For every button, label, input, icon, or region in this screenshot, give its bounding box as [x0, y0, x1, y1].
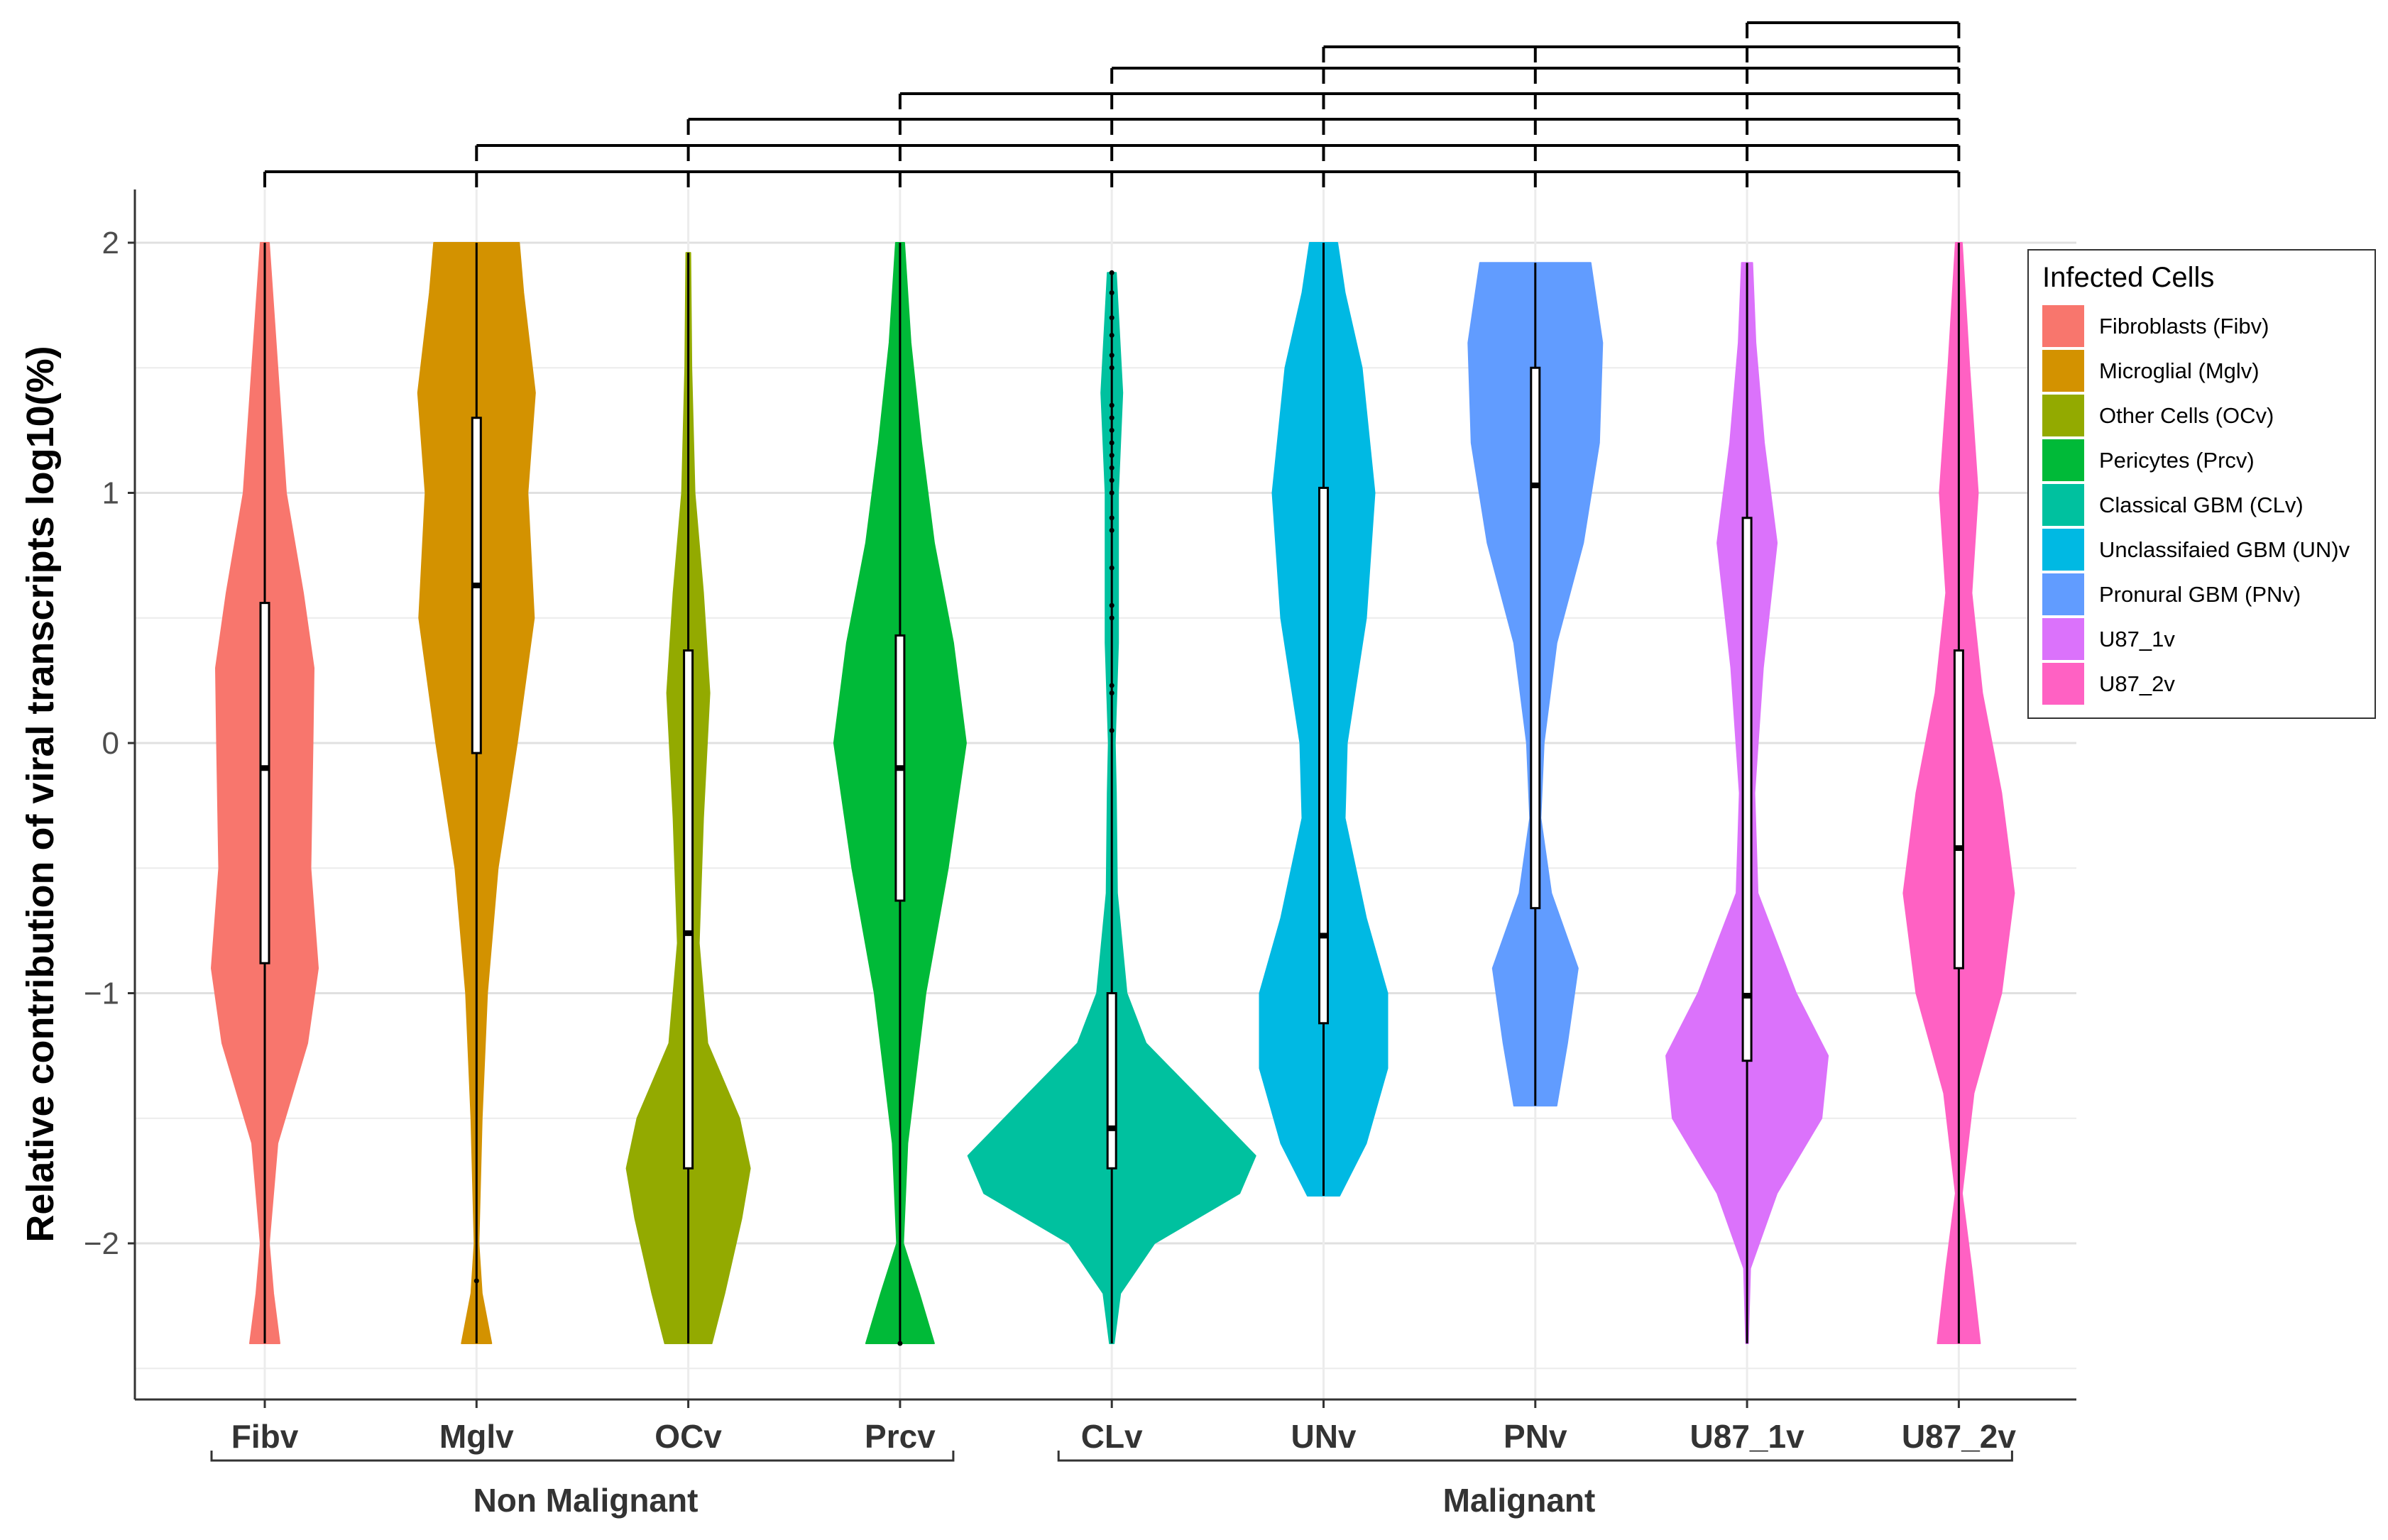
box-u87_2v — [1953, 649, 1964, 969]
outlier-clv-6 — [1109, 527, 1114, 533]
outlier-clv-0 — [1109, 727, 1114, 733]
legend-swatch-pnv — [2042, 573, 2084, 615]
outlier-clv-13 — [1109, 427, 1114, 433]
comparison-bracket-2 — [686, 118, 1961, 135]
outlier-clv-3 — [1109, 615, 1114, 621]
x-tick-label-ocv: OCv — [654, 1418, 722, 1455]
x-tick-label-u87_2v: U87_2v — [1902, 1418, 2017, 1455]
x-tick-label-prcv: Prcv — [865, 1418, 936, 1455]
comparison-bracket-1 — [475, 144, 1961, 161]
outlier-clv-17 — [1109, 353, 1114, 358]
box-unv — [1318, 486, 1329, 1025]
outlier-clv-12 — [1109, 440, 1114, 446]
legend-swatch-fibv — [2042, 305, 2084, 347]
outlier-clv-1 — [1109, 691, 1114, 695]
outlier-prcv-0 — [897, 1341, 903, 1346]
x-ticks: Fibv Mglv OCv Prcv CLv UNv PNv U87_1v U87_2v — [231, 1399, 2017, 1455]
outlier-clv-8 — [1109, 490, 1114, 495]
group-bracket-0 — [210, 1451, 955, 1462]
y-tick-label-4: 2 — [102, 226, 119, 260]
box-fibv — [259, 602, 270, 964]
violin-mglv — [417, 242, 536, 1344]
violin-clv — [967, 270, 1256, 1344]
violin-unv — [1259, 242, 1389, 1197]
box-u87_1v — [1741, 517, 1753, 1062]
legend-title: Infected Cells — [2042, 262, 2214, 293]
y-tick-label-2: 0 — [102, 726, 119, 761]
violin-prcv — [833, 242, 967, 1346]
group-label-malignant: Malignant — [1443, 1482, 1596, 1519]
legend-swatch-clv — [2042, 484, 2084, 526]
comparison-bracket-0 — [263, 170, 1961, 187]
legend-swatch-unv — [2042, 529, 2084, 571]
box-pnv — [1530, 366, 1541, 910]
comparison-brackets — [263, 21, 1961, 187]
legend-swatch-prcv — [2042, 439, 2084, 481]
outlier-clv-2 — [1109, 683, 1114, 688]
outlier-clv-21 — [1109, 270, 1114, 275]
legend: Infected Cells Fibroblasts (Fibv) Microgl… — [2027, 249, 2376, 719]
outlier-clv-10 — [1109, 465, 1114, 471]
outlier-mglv-0 — [473, 1278, 479, 1284]
legend-swatch-u87_1v — [2042, 618, 2084, 660]
legend-swatch-u87_2v — [2042, 663, 2084, 705]
comparison-bracket-4 — [1110, 67, 1961, 84]
x-tick-label-fibv: Fibv — [231, 1418, 299, 1455]
legend-label-mglv: Microglial (Mglv) — [2099, 358, 2260, 383]
box-ocv — [683, 649, 694, 1170]
violin-pnv — [1467, 262, 1604, 1107]
legend-label-u87_2v: U87_2v — [2099, 671, 2175, 696]
x-tick-label-pnv: PNv — [1504, 1418, 1567, 1455]
outlier-clv-18 — [1109, 332, 1114, 338]
legend-label-unv: Unclassifaied GBM (UN)v — [2099, 537, 2350, 562]
legend-box — [2027, 249, 2376, 719]
legend-swatch-ocv — [2042, 395, 2084, 436]
y-tick-label-0: −2 — [84, 1226, 119, 1261]
box-clv — [1106, 992, 1117, 1170]
y-ticks: −2 −1 0 1 2 — [84, 226, 135, 1261]
outlier-clv-16 — [1109, 365, 1114, 370]
violin-u87_2v — [1902, 242, 2015, 1344]
outlier-clv-4 — [1109, 603, 1114, 608]
y-tick-label-3: 1 — [102, 476, 119, 511]
violin-fibv — [211, 242, 319, 1344]
legend-label-ocv: Other Cells (OCv) — [2099, 403, 2274, 428]
legend-label-prcv: Pericytes (Prcv) — [2099, 448, 2255, 473]
outlier-clv-14 — [1109, 415, 1114, 421]
outlier-clv-9 — [1109, 478, 1114, 483]
outlier-clv-11 — [1109, 453, 1114, 458]
x-tick-label-u87_1v: U87_1v — [1690, 1418, 1805, 1455]
group-bracket-1 — [1057, 1451, 2013, 1462]
legend-label-u87_1v: U87_1v — [2099, 627, 2175, 651]
outlier-clv-5 — [1109, 565, 1114, 571]
legend-swatch-mglv — [2042, 350, 2084, 392]
violin-u87_1v — [1665, 262, 1829, 1344]
axes — [133, 189, 2076, 1401]
outlier-clv-19 — [1109, 315, 1114, 321]
violins — [211, 242, 2015, 1346]
outlier-clv-15 — [1109, 402, 1114, 408]
x-tick-label-clv: CLv — [1081, 1418, 1143, 1455]
x-tick-label-mglv: Mglv — [439, 1418, 514, 1455]
comparison-bracket-3 — [898, 92, 1961, 109]
x-tick-label-unv: UNv — [1291, 1418, 1356, 1455]
group-brackets: Non Malignant Malignant — [210, 1451, 2013, 1519]
legend-label-clv: Classical GBM (CLv) — [2099, 493, 2304, 517]
group-label-non-malignant: Non Malignant — [473, 1482, 699, 1519]
outlier-clv-20 — [1109, 290, 1114, 295]
y-tick-label-1: −1 — [84, 977, 119, 1011]
comparison-bracket-6 — [1746, 21, 1961, 38]
y-axis-label: Relative contribution of viral transcrip… — [19, 346, 62, 1242]
legend-label-pnv: Pronural GBM (PNv) — [2099, 582, 2301, 607]
outlier-clv-7 — [1109, 515, 1114, 521]
violin-ocv — [625, 252, 751, 1344]
legend-label-fibv: Fibroblasts (Fibv) — [2099, 314, 2269, 339]
comparison-bracket-5 — [1322, 45, 1961, 62]
